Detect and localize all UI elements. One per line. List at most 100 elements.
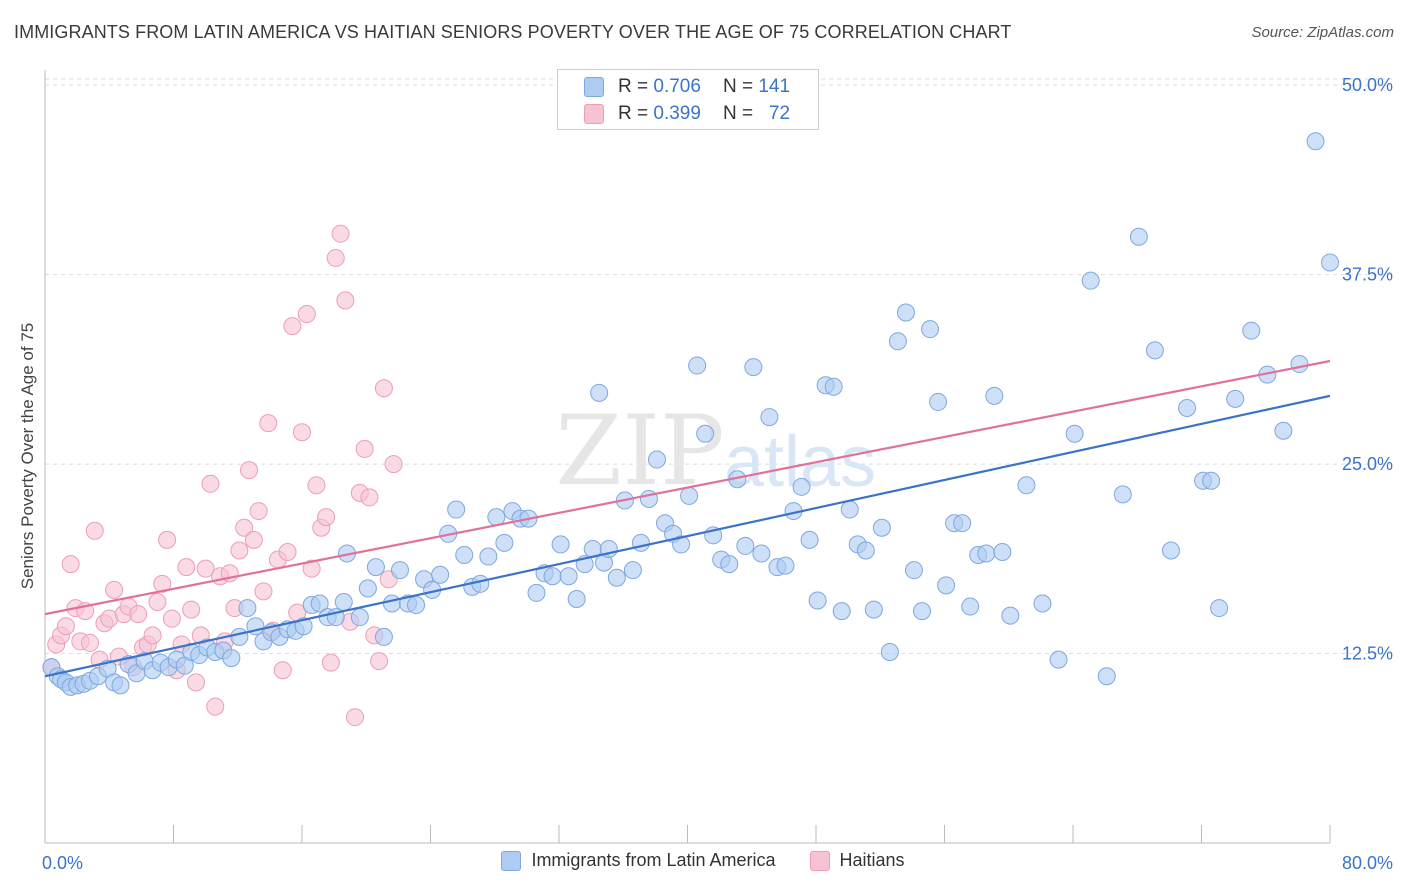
latin-america-point (744, 358, 763, 377)
r-value: 0.706 (653, 76, 701, 97)
pink-swatch (809, 850, 830, 871)
legend-label: Immigrants from Latin America (531, 850, 776, 870)
haitians-point (206, 697, 225, 716)
haitians-point (317, 508, 336, 527)
latin-america-point (647, 450, 666, 469)
latin-america-point (680, 486, 699, 505)
latin-america-point (792, 477, 811, 496)
correlation-legend: R = 0.706 N = 141 R = 0.399 N = 72 (557, 69, 819, 130)
latin-america-point (888, 332, 907, 351)
n-label: N = (722, 76, 754, 97)
haitians-point (177, 558, 196, 577)
legend-item-haitians: Haitians (809, 850, 905, 871)
y-tick-labels: 12.5% 25.0% 37.5% 50.0% (1342, 75, 1393, 663)
haitians-point (370, 652, 389, 671)
haitians-point (239, 461, 258, 480)
haitians-point (321, 653, 340, 672)
y-tick-label: 12.5% (1342, 644, 1393, 664)
latin-america-point (929, 392, 948, 411)
latin-america-point (1113, 485, 1132, 504)
haitians-point (360, 488, 379, 507)
latin-america-point (222, 649, 241, 668)
latin-america-point (471, 574, 490, 593)
latin-america-point (455, 546, 474, 565)
latin-america-point (631, 533, 650, 552)
haitians-point (293, 423, 311, 442)
latin-america-point (752, 544, 771, 563)
latin-america-point (904, 561, 923, 580)
latin-america-point (607, 568, 626, 587)
haitians-point (302, 559, 321, 578)
latin-america-point (696, 424, 715, 443)
latin-america-point (1178, 398, 1197, 417)
blue-swatch (501, 850, 522, 871)
latin-america-point (913, 602, 932, 621)
latin-america-point (1210, 599, 1229, 618)
haitians-point (384, 455, 403, 474)
latin-america-point (953, 514, 972, 533)
r-label: R = (618, 76, 649, 97)
axes (44, 70, 1331, 844)
latin-america-point (1161, 541, 1180, 560)
blue-swatch (584, 77, 604, 97)
x-tick-max: 80.0% (1341, 853, 1393, 873)
latin-america-point (1202, 471, 1221, 490)
haitians-point (336, 291, 355, 310)
latin-america-trend-line (44, 394, 1331, 678)
latin-america-point (431, 565, 450, 584)
haitians-point (158, 530, 177, 549)
latin-america-point (111, 676, 130, 695)
latin-america-point (551, 535, 570, 554)
haitians-point (249, 502, 268, 521)
haitians-point (297, 305, 316, 324)
haitians-point (153, 574, 172, 593)
latin-america-point (1065, 424, 1084, 443)
chart-title: IMMIGRANTS FROM LATIN AMERICA VS HAITIAN… (14, 22, 1012, 42)
latin-america-point (921, 320, 940, 339)
latin-america-point (447, 500, 466, 519)
haitians-point (162, 609, 181, 628)
latin-america-point (1274, 421, 1293, 440)
latin-america-point (985, 386, 1004, 405)
latin-america-point (590, 383, 609, 402)
latin-america-point (824, 377, 843, 396)
pink-swatch (584, 104, 604, 124)
legend-row-latin-america: R = 0.706 N = 141 (584, 74, 790, 100)
latin-america-point (1049, 650, 1068, 669)
latin-america-point (896, 303, 915, 322)
latin-america-point (1097, 667, 1116, 686)
haitians-point (346, 708, 365, 727)
latin-america-point (366, 558, 385, 577)
latin-america-point (358, 579, 377, 598)
latin-america-point (840, 500, 859, 519)
latin-america-point (872, 518, 891, 537)
haitians-point (61, 555, 80, 574)
y-tick-label: 25.0% (1342, 454, 1393, 474)
latin-america-point (800, 530, 819, 549)
latin-america-point (760, 408, 779, 427)
latin-america-point (856, 541, 875, 560)
latin-america-point (567, 589, 586, 608)
n-value: 141 (758, 76, 791, 97)
latin-america-point (1129, 227, 1148, 246)
haitians-point (259, 414, 278, 433)
r-value: 0.399 (653, 103, 701, 124)
latin-america-point (808, 591, 827, 610)
latin-america-point (1001, 606, 1020, 625)
r-label: R = (618, 103, 649, 124)
haitians-point (331, 224, 350, 243)
latin-america-point (1321, 253, 1339, 272)
latin-america-point (1306, 132, 1325, 151)
latin-america-point (495, 533, 514, 552)
x-tick-min: 0.0% (42, 853, 84, 873)
latin-america-point (672, 535, 691, 554)
latin-america-point (294, 617, 313, 636)
legend-row-haitians: R = 0.399 N = 72 (584, 101, 790, 127)
latin-america-point (230, 627, 249, 646)
haitians-point (186, 673, 205, 692)
legend-item-latin-america: Immigrants from Latin America (501, 850, 776, 871)
latin-america-point (977, 544, 996, 563)
haitians-point (254, 582, 273, 601)
haitians-point (235, 518, 254, 537)
